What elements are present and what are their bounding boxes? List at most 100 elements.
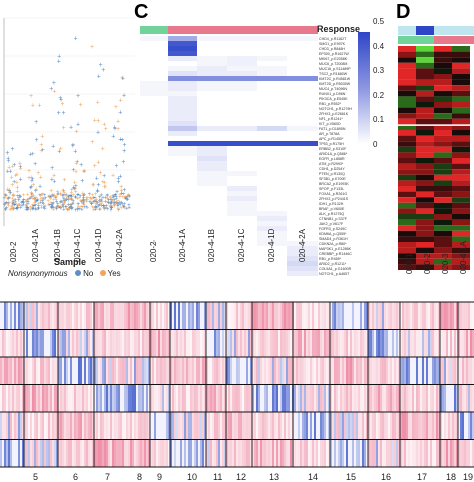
response-cell [140,116,168,121]
cnv-cell [258,329,260,357]
response-cell [257,101,287,106]
gene-label: ATM_p.R2993* [319,162,344,166]
mutation-point: + [57,110,61,117]
cnv-cell [390,439,392,467]
mutation-point: + [86,205,90,211]
cnv-cell [348,412,350,440]
cnv-cell [314,329,316,357]
cnv-cell [80,412,82,440]
response-cell [287,246,318,251]
cnv-cell [176,439,178,467]
expression-cell [398,253,416,259]
cnv-cell [464,384,466,412]
cnv-cell [424,302,426,330]
mutation-point: + [122,92,126,99]
mutation-point: + [123,196,127,202]
cnv-cell [120,384,122,412]
cnv-cell [44,357,46,385]
cnv-cell [96,302,98,330]
mutation-point: + [28,151,32,158]
mutation-point: + [56,191,60,198]
mutation-point: + [115,195,119,201]
cnv-cell [180,384,182,412]
cnv-cell [194,302,196,330]
mutation-point: + [91,193,95,199]
mutation-point: + [54,197,58,203]
cnv-cell [6,384,8,412]
cnv-cell [300,412,302,440]
cnv-cell [138,439,140,467]
cnv-cell [214,302,216,330]
mutation-point: + [105,193,109,199]
mutation-point: + [39,148,43,155]
cnv-cell [132,329,134,357]
cnv-cell [436,357,438,385]
mutation-point: + [32,194,36,200]
cnv-cell [462,302,464,330]
mutation-point: + [88,196,92,202]
mutation-point: + [74,161,78,168]
mutation-point: + [94,204,98,210]
cnv-cell [84,302,86,330]
mutation-point: + [30,192,34,198]
cnv-cell [92,412,94,440]
cnv-cell [304,412,306,440]
x-tick-label: 020-4-2A [115,229,124,262]
cnv-cell [286,412,288,440]
mutation-point: + [5,201,9,207]
response-cell [140,91,168,96]
mutation-point: + [11,207,15,213]
cnv-cell [90,412,92,440]
response-cell [227,126,257,131]
cnv-cell [68,412,70,440]
cnv-cell [166,384,168,412]
cnv-cell [100,302,102,330]
mutation-point: + [62,204,66,210]
cnv-cell [258,439,260,467]
mutation-point: + [62,190,66,197]
cnv-cell [320,412,322,440]
cnv-cell [242,439,244,467]
response-cell [197,146,227,151]
mutation-point: + [40,204,44,210]
cnv-cell [338,439,340,467]
cnv-cell [96,357,98,385]
cnv-cell [264,439,266,467]
cnv-cell [102,357,104,385]
mutation-point: + [41,147,45,154]
cnv-cell [336,302,338,330]
cnv-cell [370,412,372,440]
mutation-point: + [69,190,73,197]
cnv-cell [0,412,2,440]
cnv-cell [48,412,50,440]
cnv-cell [6,439,8,467]
mutation-point: + [76,121,80,128]
mutation-point: + [29,208,33,214]
cnv-cell [350,357,352,385]
cnv-cell [180,439,182,467]
cnv-cell [16,439,18,467]
cnv-cell [278,384,280,412]
response-cell [227,111,257,116]
mutation-point: + [59,201,63,207]
cnv-cell [116,412,118,440]
cnv-cell [416,329,418,357]
response-cell [287,161,318,166]
cnv-cell [68,329,70,357]
cnv-cell [48,357,50,385]
cnv-cell [204,412,206,440]
mutation-point: + [81,198,85,204]
cnv-cell [106,439,108,467]
mutation-point: + [85,205,89,211]
cnv-cell [142,439,144,467]
cnv-cell [28,384,30,412]
cnv-cell [272,384,274,412]
cnv-cell [314,412,316,440]
cnv-cell [418,439,420,467]
cnv-cell [26,384,28,412]
cnv-cell [206,384,208,412]
cnv-cell [422,384,424,412]
cnv-cell [296,329,298,357]
expression-cell [434,152,452,158]
cnv-cell [24,357,26,385]
